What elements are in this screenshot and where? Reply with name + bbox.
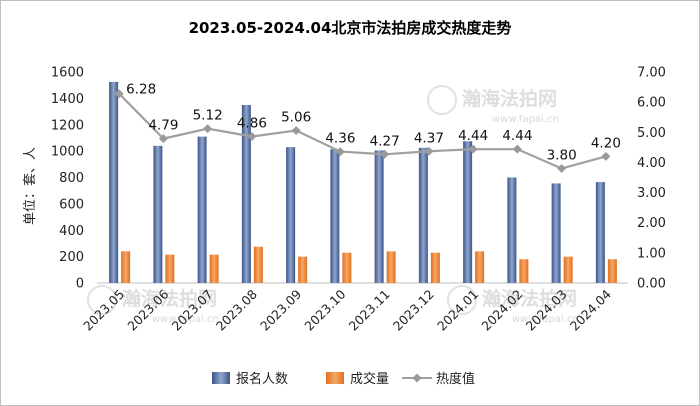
y-right-tick-label: 6.00 <box>637 96 666 111</box>
y-left-tick-label: 1600 <box>51 66 84 81</box>
watermark-text: 瀚海法拍网 <box>121 287 217 310</box>
heat-value-label: 4.36 <box>325 131 355 147</box>
y-left-tick-label: 200 <box>59 250 84 265</box>
y-right-ticks: 0.00 1.00 2.00 3.00 4.00 5.00 6.00 7.00 <box>637 66 666 292</box>
y-left-tick-label: 400 <box>59 224 84 239</box>
legend-marker-heat <box>412 373 422 383</box>
bar-deals <box>430 252 440 283</box>
bar-deals <box>253 246 263 283</box>
heat-point <box>335 147 345 157</box>
watermark-seal-icon <box>427 85 457 115</box>
y-right-tick-label: 1.00 <box>637 246 666 261</box>
bar-signups <box>153 145 163 283</box>
y-left-tick-label: 0 <box>76 277 84 292</box>
bars <box>109 81 617 283</box>
heat-point <box>512 144 522 154</box>
heat-value-label: 4.37 <box>414 130 444 146</box>
watermark-url: www.fapai.cn <box>492 114 559 125</box>
x-tick-label: 2023.08 <box>213 286 260 333</box>
heat-point <box>557 163 567 173</box>
y-left-tick-label: 1200 <box>51 118 84 133</box>
bar-deals <box>475 251 485 283</box>
heat-value-label: 5.06 <box>281 109 311 125</box>
bar-deals <box>165 254 175 283</box>
heat-value-label: 4.79 <box>148 118 178 134</box>
y-left-tick-label: 600 <box>59 197 84 212</box>
bar-deals <box>209 254 219 283</box>
legend-label-deals: 成交量 <box>350 371 389 387</box>
heat-value-label: 4.44 <box>458 128 488 144</box>
watermark-url: www.fapai.cn <box>152 314 219 325</box>
bar-signups <box>109 81 119 283</box>
y-left-tick-label: 1400 <box>51 92 84 107</box>
y-right-tick-label: 7.00 <box>637 66 666 81</box>
heat-line-path <box>118 92 607 170</box>
watermark-text: 瀚海法拍网 <box>481 287 577 310</box>
y-right-tick-label: 2.00 <box>637 216 666 231</box>
bar-deals <box>607 259 617 283</box>
x-tick-label: 2023.10 <box>301 286 348 333</box>
y-left-tick-label: 1000 <box>51 145 84 160</box>
watermark-top: 瀚海法拍网 www.fapai.cn <box>427 85 559 125</box>
heat-value-label: 6.28 <box>126 82 156 98</box>
bar-deals <box>519 259 529 283</box>
heat-value-label: 4.27 <box>370 133 400 149</box>
bar-signups <box>595 182 605 283</box>
watermark-url: www.fapai.cn <box>512 314 579 325</box>
watermark-seal-icon <box>87 285 117 315</box>
watermark-text: 瀚海法拍网 <box>461 87 557 110</box>
y-left-ticks: 0 200 400 600 800 1000 1200 1400 1600 <box>51 66 84 292</box>
bar-signups <box>551 183 561 283</box>
heat-value-label: 3.80 <box>547 147 577 163</box>
y-right-tick-label: 4.00 <box>637 156 666 171</box>
legend-swatch-deals <box>326 372 344 384</box>
heat-value-label: 4.44 <box>502 128 532 144</box>
bar-deals <box>563 256 573 283</box>
bar-signups <box>507 177 517 283</box>
heat-point <box>114 89 124 99</box>
heat-line: 6.28 4.79 5.12 4.86 5.06 4.36 4.27 4.37 4.44 4.44… <box>114 82 621 173</box>
bar-signups <box>374 150 384 283</box>
y-right-tick-label: 3.00 <box>637 186 666 201</box>
x-tick-label: 2024.01 <box>434 287 481 334</box>
legend-label-signups: 报名人数 <box>236 371 288 387</box>
heat-point <box>424 146 434 156</box>
watermark-bottom: 瀚海法拍网 www.fapai.cn 瀚海法拍网 www.fapai.cn <box>87 285 579 325</box>
bar-signups <box>330 149 340 283</box>
bar-signups <box>286 147 296 283</box>
bar-signups <box>197 136 207 283</box>
heat-point <box>203 124 213 134</box>
x-tick-label: 2023.12 <box>390 287 437 334</box>
heat-point <box>380 149 390 159</box>
bar-signups <box>418 147 428 283</box>
y-axis-label: 单位：套、人 <box>22 147 38 225</box>
y-right-tick-label: 5.00 <box>637 126 666 141</box>
bar-signups <box>241 104 251 283</box>
heat-point <box>158 134 168 144</box>
bar-deals <box>121 251 131 283</box>
heat-value-label: 4.20 <box>591 135 621 151</box>
legend: 报名人数 成交量 热度值 <box>212 371 475 387</box>
heat-point <box>468 144 478 154</box>
x-tick-label: 2023.05 <box>80 287 127 334</box>
heat-point <box>247 132 257 142</box>
legend-label-heat: 热度值 <box>436 371 475 387</box>
y-right-tick-label: 0.00 <box>637 277 666 292</box>
watermark-seal-icon <box>447 285 477 315</box>
bar-deals <box>298 256 308 283</box>
bar-deals <box>386 251 396 283</box>
y-left-tick-label: 800 <box>59 171 84 186</box>
chart-title: 2023.05-2024.04北京市法拍房成交热度走势 <box>189 19 512 37</box>
heat-value-label: 4.86 <box>237 116 267 132</box>
x-tick-label: 2023.11 <box>346 287 393 334</box>
heat-value-label: 5.12 <box>193 108 223 124</box>
x-tick-label: 2023.09 <box>257 286 304 333</box>
bar-signups <box>463 141 473 283</box>
heat-point <box>601 151 611 161</box>
heat-point <box>291 125 301 135</box>
bar-deals <box>342 252 352 283</box>
legend-swatch-signups <box>212 372 230 384</box>
